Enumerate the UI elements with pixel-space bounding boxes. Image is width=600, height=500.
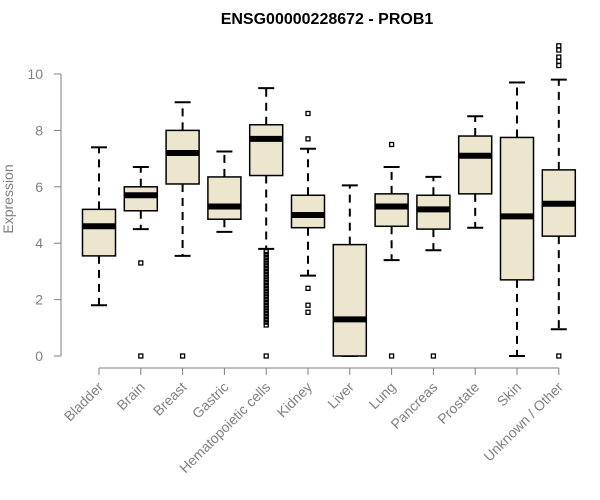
outlier-point — [263, 316, 269, 322]
outlier-point — [263, 260, 269, 266]
box-iqr — [499, 136, 535, 281]
outlier-point — [263, 249, 269, 255]
outlier-point — [305, 285, 311, 291]
x-tick-label: Bladder — [61, 379, 107, 425]
box-iqr — [207, 176, 242, 220]
outlier-point — [263, 311, 269, 317]
outlier-point — [263, 265, 269, 272]
y-tick-label: 10 — [27, 66, 43, 82]
box-iqr — [374, 193, 409, 228]
outlier-point — [263, 294, 269, 300]
box-group — [541, 43, 577, 359]
outlier-point — [388, 141, 395, 148]
box-group — [499, 81, 535, 357]
x-tick-label: Lung — [365, 379, 398, 412]
box-iqr — [332, 243, 368, 357]
y-axis-label: Expression — [0, 164, 16, 233]
outlier-point — [305, 302, 311, 308]
outlier-point — [263, 302, 269, 308]
outlier-point — [138, 353, 144, 359]
outlier-point — [263, 254, 269, 260]
outlier-point — [263, 353, 269, 359]
outlier-point — [388, 353, 395, 359]
outlier-point — [305, 136, 311, 142]
box-group — [332, 184, 368, 357]
outlier-point — [263, 251, 269, 258]
outlier-point — [263, 274, 269, 280]
outlier-point — [305, 110, 311, 117]
x-tick-label: Kidney — [274, 379, 316, 421]
outlier-point — [263, 296, 269, 303]
outlier-point — [179, 353, 186, 359]
outlier-point — [263, 282, 269, 289]
box-group — [248, 87, 284, 359]
box-iqr — [81, 208, 117, 257]
outlier-point — [263, 299, 269, 306]
outlier-point — [263, 313, 269, 320]
outlier-point — [263, 291, 269, 297]
x-tick-label: Prostate — [434, 379, 482, 427]
box-iqr — [248, 124, 284, 177]
outlier-point — [263, 263, 269, 269]
box-group — [123, 166, 159, 359]
box-group — [165, 101, 200, 359]
outlier-point — [556, 47, 562, 53]
box-group — [416, 175, 451, 359]
y-axis: 0 2 4 6 8 10 — [27, 66, 62, 364]
outlier-point — [305, 309, 311, 315]
outlier-point — [556, 353, 562, 359]
outlier-point — [263, 285, 269, 291]
outlier-point — [430, 353, 437, 359]
y-tick-label: 6 — [35, 179, 43, 195]
box-iqr — [165, 129, 200, 185]
outlier-point — [263, 280, 269, 286]
x-tick-label: Brain — [113, 379, 147, 413]
box-iqr — [457, 135, 493, 195]
box-group — [290, 110, 326, 315]
outlier-point — [263, 268, 269, 275]
y-tick-label: 0 — [35, 348, 43, 364]
y-tick-label: 4 — [35, 235, 43, 251]
box-iqr — [123, 186, 159, 212]
outlier-point — [263, 288, 269, 294]
y-tick-label: 2 — [35, 292, 43, 308]
x-tick-label: Breast — [150, 379, 190, 419]
outlier-point — [556, 43, 562, 49]
outlier-point — [556, 54, 562, 60]
outlier-point — [263, 277, 269, 283]
box-iqr — [290, 194, 326, 229]
outlier-point — [263, 257, 269, 263]
outlier-point — [556, 62, 562, 69]
x-tick-label: Liver — [324, 379, 357, 412]
box-group — [207, 150, 242, 233]
plot-area — [81, 43, 577, 359]
x-tick-label: Unknown / Other — [480, 379, 566, 465]
outlier-point — [263, 305, 269, 311]
box-group — [457, 115, 493, 229]
outlier-point — [263, 271, 269, 277]
x-tick-label: Skin — [494, 379, 525, 410]
chart-title: ENSG00000228672 - PROB1 — [221, 11, 434, 28]
y-tick-label: 8 — [35, 122, 43, 138]
outlier-point — [263, 308, 269, 314]
outlier-point — [263, 319, 269, 325]
box-group — [374, 141, 409, 359]
outlier-point — [556, 58, 562, 64]
outlier-point — [138, 260, 144, 266]
box-group — [81, 146, 117, 307]
outlier-point — [263, 322, 269, 328]
